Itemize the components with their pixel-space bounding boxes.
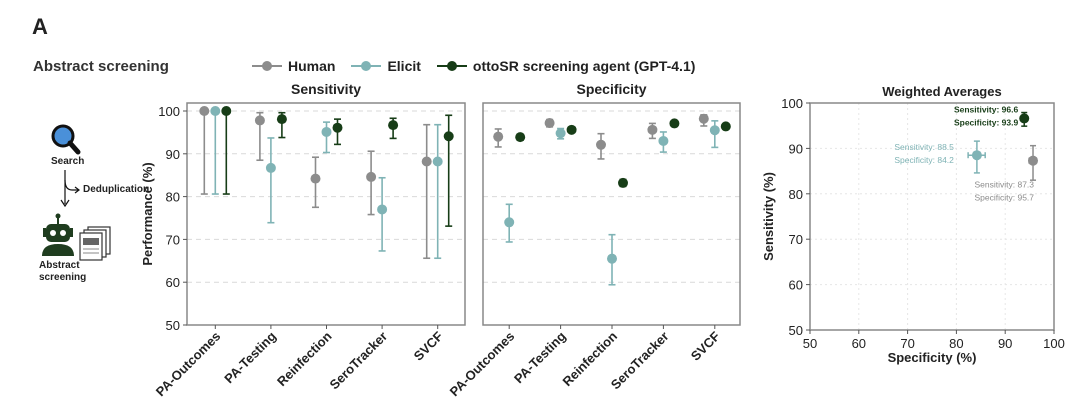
panel1-xtick-label-pa-outcomes: PA-Outcomes xyxy=(153,329,224,400)
panel3-xtick-label-80: 80 xyxy=(949,336,963,351)
panel3-label-sensitivity-ottosr: Sensitivity: 96.6 xyxy=(954,104,1019,114)
panel1-point-elicit-svcf xyxy=(432,156,443,167)
workflow-dedup-label: Deduplication xyxy=(83,184,150,195)
panel1-point-ottosr-pa-testing xyxy=(276,114,287,125)
panel3-point-elicit xyxy=(971,150,982,161)
panel3-ytick-label-60: 60 xyxy=(789,278,803,293)
panel1-ytick-label-50: 50 xyxy=(166,318,180,333)
legend-swatch-elicit xyxy=(351,60,382,72)
workflow-search-label: Search xyxy=(51,156,85,167)
legend-swatch-ottosr xyxy=(436,60,467,72)
panel2-point-ottosr-serotracker xyxy=(669,118,680,129)
panel1-point-ottosr-svcf xyxy=(443,131,454,142)
panel2-point-human-svcf xyxy=(698,113,709,124)
panel3-label-specificity-ottosr: Specificity: 93.9 xyxy=(954,117,1019,127)
panel3-xlabel: Specificity (%) xyxy=(888,350,977,365)
panel3-xtick-label-70: 70 xyxy=(900,336,914,351)
panel1-point-elicit-pa-testing xyxy=(265,162,276,173)
documents-icon xyxy=(79,226,111,261)
panel2-point-human-pa-outcomes xyxy=(493,131,504,142)
panel3-label-sensitivity-elicit: Sensitivity: 88.5 xyxy=(894,142,954,152)
panel2-point-human-reinfection xyxy=(596,139,606,150)
panel1-point-ottosr-reinfection xyxy=(332,122,343,133)
panel1-ylabel: Performance (%) xyxy=(140,162,155,265)
panel2-point-elicit-pa-testing xyxy=(555,128,566,139)
panel-letter: A xyxy=(32,14,48,39)
panel1-point-ottosr-pa-outcomes xyxy=(221,106,232,116)
legend-label-ottosr: ottoSR screening agent (GPT-4.1) xyxy=(472,58,696,74)
panel2-point-human-serotracker xyxy=(647,124,658,135)
workflow-screening-label-1: Abstract xyxy=(39,260,80,271)
panel1-ytick-label-100: 100 xyxy=(158,104,180,119)
panel2-xtick-label-reinfection: Reinfection xyxy=(559,328,620,389)
panel1-point-elicit-reinfection xyxy=(321,126,332,137)
panel3-ytick-label-80: 80 xyxy=(789,187,803,202)
panel2-xtick-label-serotracker: SeroTracker xyxy=(608,329,672,393)
dedup-arrow xyxy=(60,170,80,208)
robot-icon xyxy=(42,213,74,256)
panel1-ytick-label-70: 70 xyxy=(166,232,180,247)
panel3-xtick-label-90: 90 xyxy=(998,336,1012,351)
legend: Human Elicit ottoSR screening agent (GPT… xyxy=(252,58,695,74)
legend-item-human: Human xyxy=(252,58,335,74)
panel3-frame xyxy=(809,102,1055,331)
panel2-point-ottosr-reinfection xyxy=(618,177,628,188)
panel3-title: Weighted Averages xyxy=(882,84,1001,99)
panel1-point-human-reinfection xyxy=(310,173,321,184)
panel1-xtick-label-pa-testing: PA-Testing xyxy=(221,328,279,386)
panel1-point-human-serotracker xyxy=(366,171,377,182)
panel2-point-ottosr-svcf xyxy=(720,121,731,132)
panel3-ytick-label-50: 50 xyxy=(789,323,803,338)
panel3-label-sensitivity-human: Sensitivity: 87.3 xyxy=(974,180,1034,190)
panel3-ytick-label-70: 70 xyxy=(789,232,803,247)
panel1-point-ottosr-serotracker xyxy=(388,120,399,131)
panel2-point-human-pa-testing xyxy=(544,117,555,128)
legend-label-elicit: Elicit xyxy=(387,58,421,74)
panel2-frame xyxy=(482,102,741,326)
panel2-xtick-label-pa-outcomes: PA-Outcomes xyxy=(447,329,518,400)
magnifier-icon xyxy=(51,124,81,155)
panel1-point-human-svcf xyxy=(421,156,432,167)
panel3-ylabel: Sensitivity (%) xyxy=(761,172,776,261)
legend-item-elicit: Elicit xyxy=(351,58,421,74)
panel3-point-human xyxy=(1028,155,1039,166)
legend-swatch-human xyxy=(252,60,282,72)
panel2-xtick-label-pa-testing: PA-Testing xyxy=(511,328,569,386)
panel1-point-elicit-pa-outcomes xyxy=(210,106,221,116)
panel3-point-ottosr xyxy=(1019,113,1030,124)
panel3-xtick-label-100: 100 xyxy=(1043,336,1065,351)
panel3-label-specificity-elicit: Specificity: 84.2 xyxy=(894,155,954,165)
panel2-point-elicit-svcf xyxy=(709,125,720,136)
workflow-screening-label-2: screening xyxy=(39,272,87,283)
panel1-point-elicit-serotracker xyxy=(377,204,388,215)
panel2-point-ottosr-pa-outcomes xyxy=(515,132,526,143)
panel3-ytick-label-100: 100 xyxy=(781,96,803,111)
panel1-point-human-pa-outcomes xyxy=(199,106,210,116)
panel2-xtick-label-svcf: SVCF xyxy=(688,328,723,363)
panel1-xtick-label-reinfection: Reinfection xyxy=(274,328,335,389)
panel3-xtick-label-50: 50 xyxy=(803,336,817,351)
panel2-point-elicit-serotracker xyxy=(658,135,669,146)
panel1-ytick-label-80: 80 xyxy=(166,190,180,205)
legend-label-human: Human xyxy=(288,58,336,74)
panel1-xtick-label-svcf: SVCF xyxy=(411,328,446,363)
panel3-xtick-label-60: 60 xyxy=(852,336,866,351)
panel2-point-elicit-reinfection xyxy=(607,253,617,264)
panel1-ytick-label-90: 90 xyxy=(166,147,180,162)
panel2-point-elicit-pa-outcomes xyxy=(504,217,515,228)
panel3-ytick-label-90: 90 xyxy=(789,141,803,156)
panel2-point-ottosr-pa-testing xyxy=(566,124,577,135)
panel1-title: Sensitivity xyxy=(291,81,361,97)
panel1-xtick-label-serotracker: SeroTracker xyxy=(326,329,390,393)
panel3-label-specificity-human: Specificity: 95.7 xyxy=(974,193,1034,203)
legend-item-ottosr: ottoSR screening agent (GPT-4.1) xyxy=(436,58,696,74)
panel2-title: Specificity xyxy=(576,81,646,97)
section-title: Abstract screening xyxy=(33,58,169,75)
panel1-frame xyxy=(186,102,466,326)
panel1-point-human-pa-testing xyxy=(254,115,265,126)
panel1-ytick-label-60: 60 xyxy=(166,275,180,290)
workflow-diagram: Search Deduplication Abstract screening xyxy=(20,120,149,290)
